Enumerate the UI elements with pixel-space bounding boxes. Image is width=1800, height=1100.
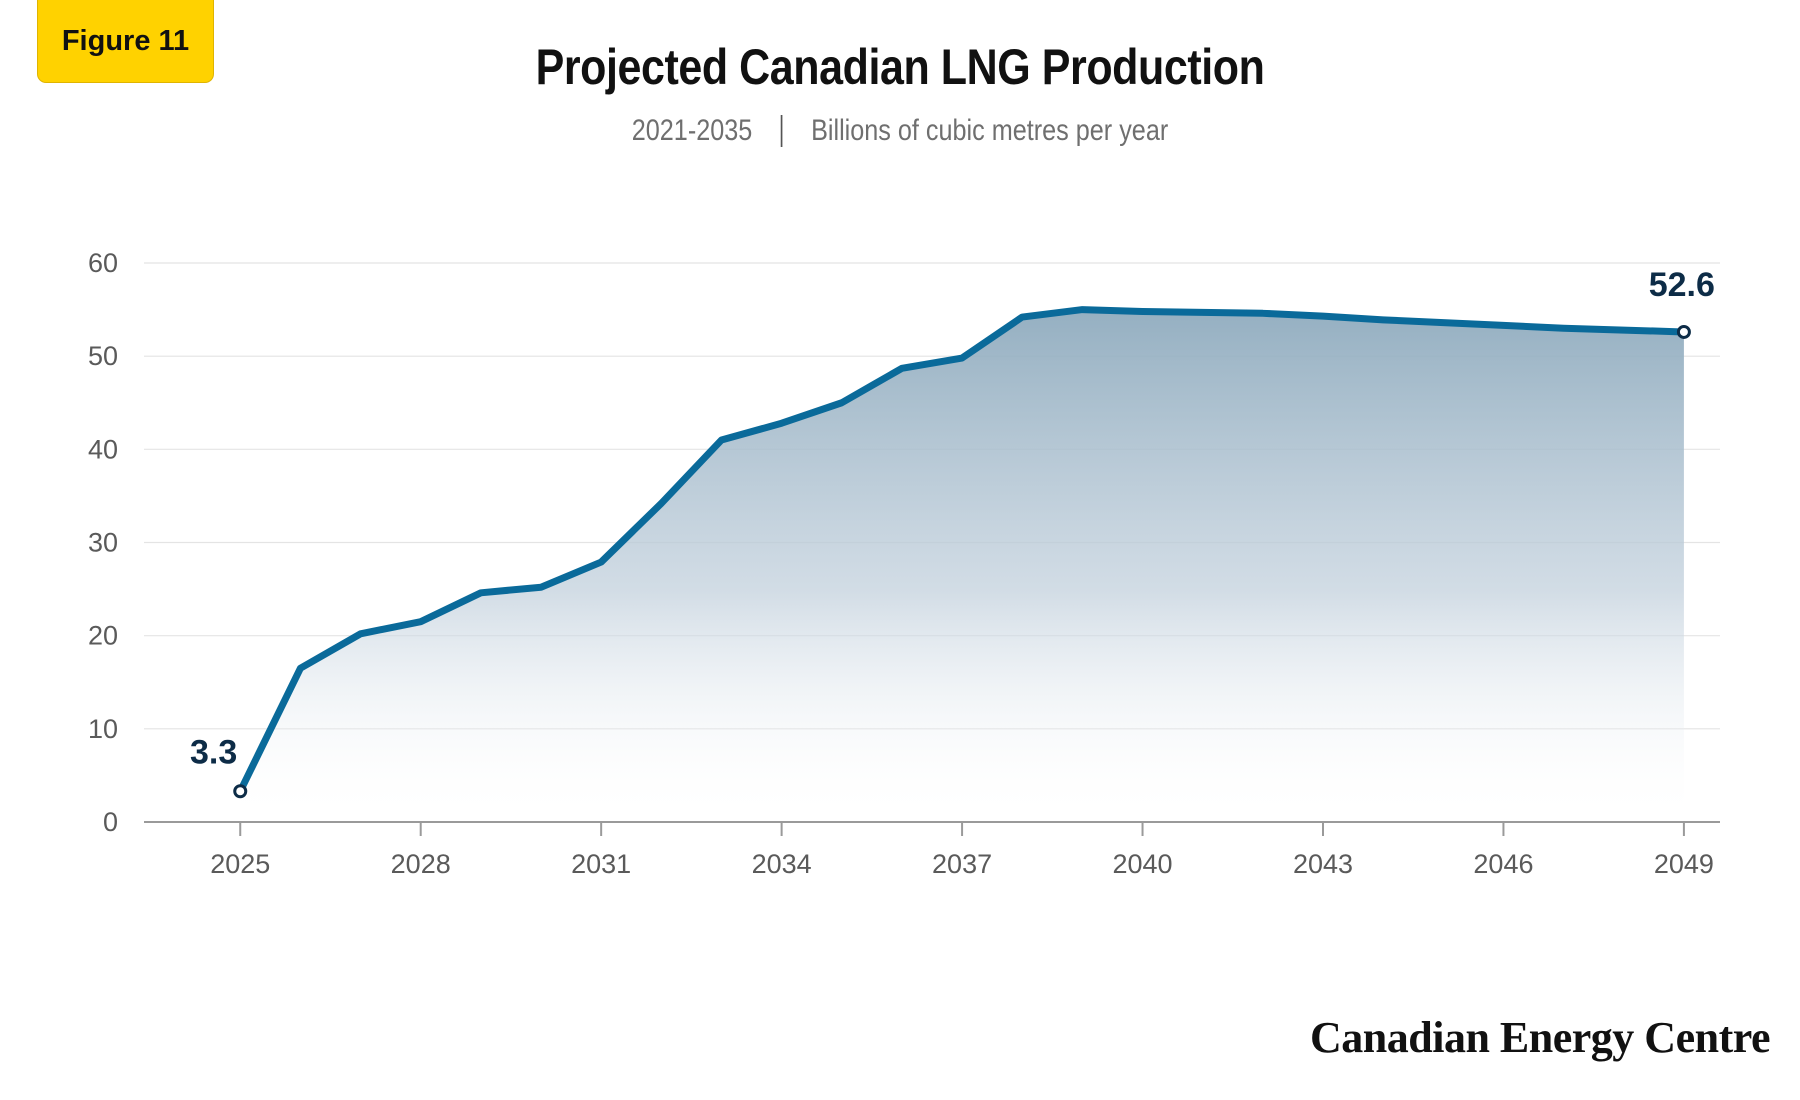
- x-tick-label: 2040: [1112, 849, 1172, 879]
- endpoint-markers: [233, 324, 1691, 799]
- y-tick-label: 10: [88, 714, 118, 744]
- chart-subtitle: 2021-2035 Billions of cubic metres per y…: [144, 114, 1656, 148]
- data-labels: 3.3 52.6: [190, 266, 1715, 771]
- y-tick-label: 50: [88, 341, 118, 371]
- x-tick-label: 2031: [571, 849, 631, 879]
- source-logo: Canadian Energy Centre: [1310, 1013, 1770, 1062]
- x-tick-label: 2037: [932, 849, 992, 879]
- x-tick-label: 2025: [210, 849, 270, 879]
- chart-title: Projected Canadian LNG Production: [535, 39, 1265, 95]
- x-axis-tick-labels: 2025 2028 2031 2034 2037 2040 2043 2046 2049: [210, 849, 1714, 879]
- x-tick-label: 2034: [752, 849, 812, 879]
- figure-badge: Figure 11: [37, 0, 214, 83]
- series-line-path: [236, 306, 1688, 795]
- endpoint-marker: [1676, 324, 1691, 339]
- subtitle-unit: Billions of cubic metres per year: [811, 114, 1169, 147]
- y-axis-tick-labels: 0 10 20 30 40 50 60: [88, 248, 118, 837]
- data-label: 52.6: [1649, 266, 1715, 304]
- x-tick-label: 2046: [1473, 849, 1533, 879]
- x-tick-label: 2049: [1654, 849, 1714, 879]
- x-axis: [144, 821, 1720, 836]
- y-tick-label: 40: [88, 434, 118, 464]
- x-tick-label: 2043: [1293, 849, 1353, 879]
- y-tick-label: 0: [103, 807, 118, 837]
- series-line: [236, 306, 1688, 795]
- y-tick-label: 30: [88, 528, 118, 558]
- subtitle-separator: [780, 115, 783, 147]
- y-tick-label: 20: [88, 621, 118, 651]
- endpoint-marker: [233, 784, 248, 799]
- x-tick-label: 2028: [391, 849, 451, 879]
- subtitle-period: 2021-2035: [631, 114, 753, 147]
- area-fill-path: [240, 309, 1684, 822]
- area-fill: [240, 309, 1684, 822]
- data-label: 3.3: [190, 733, 237, 771]
- figure-label: Figure 11: [61, 24, 190, 57]
- y-tick-label: 60: [88, 248, 118, 278]
